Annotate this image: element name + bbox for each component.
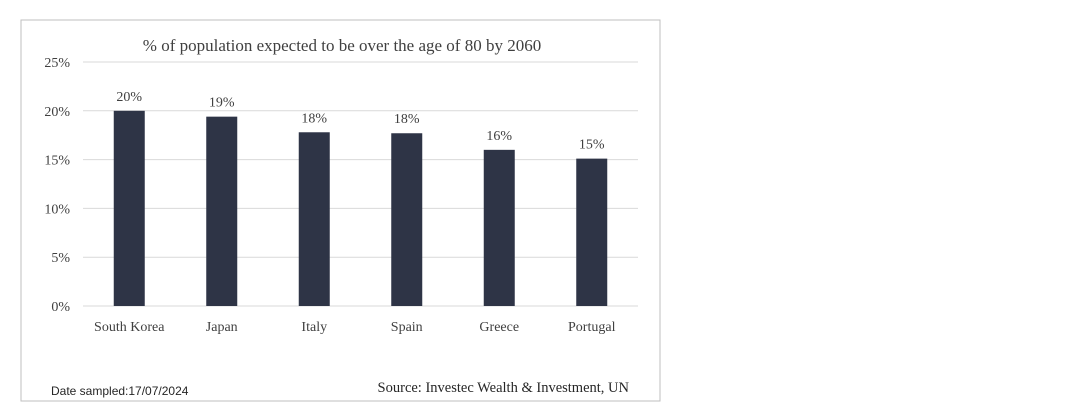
gridlines <box>83 61 638 307</box>
source-note: Source: Investec Wealth & Investment, UN <box>378 380 630 396</box>
x-tick-label: Spain <box>391 320 423 335</box>
data-label: 18% <box>301 111 327 126</box>
x-tick-label: South Korea <box>94 320 165 335</box>
bars <box>113 110 608 306</box>
x-tick-label: Portugal <box>568 320 616 335</box>
data-label: 20% <box>116 90 142 105</box>
y-tick-label: 0% <box>51 300 70 315</box>
x-tick-label: Italy <box>301 320 327 335</box>
bar <box>576 158 608 306</box>
x-tick-label: Greece <box>479 320 519 335</box>
chart-title: % of population expected to be over the … <box>143 36 541 55</box>
data-labels: 20% 19% 18% 18% 16% 15% <box>116 90 605 153</box>
y-tick-label: 5% <box>51 251 70 266</box>
y-tick-label: 25% <box>44 56 70 71</box>
bar <box>206 116 238 306</box>
y-tick-label: 10% <box>44 202 70 217</box>
bar <box>298 132 330 306</box>
data-label: 15% <box>579 138 605 153</box>
bar <box>113 110 145 306</box>
bar <box>391 133 423 306</box>
y-axis-ticks: 0% 5% 10% 15% 20% 25% <box>44 56 70 315</box>
bar <box>483 149 515 306</box>
data-label: 19% <box>209 96 235 111</box>
data-label: 18% <box>394 112 420 127</box>
data-label: 16% <box>486 129 512 144</box>
y-tick-label: 20% <box>44 105 70 120</box>
x-tick-label: Japan <box>206 320 238 335</box>
x-axis-ticks: South Korea Japan Italy Spain Greece Portugal <box>94 320 616 335</box>
date-sampled: Date sampled:17/07/2024 <box>51 384 189 398</box>
y-tick-label: 15% <box>44 154 70 169</box>
